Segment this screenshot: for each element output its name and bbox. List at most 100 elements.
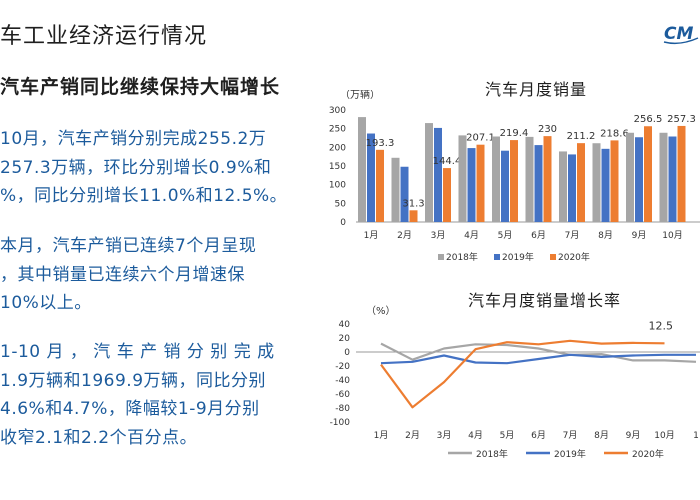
bar-2019年 (400, 166, 409, 222)
y-tick-label: 20 (339, 334, 351, 344)
bar-2018年 (626, 132, 634, 222)
bar-2019年 (635, 137, 643, 222)
legend-label: 2018年 (476, 448, 508, 460)
x-tick-label: 1月 (374, 430, 389, 441)
data-label: 12.5 (649, 319, 674, 332)
bar-2019年 (534, 145, 543, 222)
bar-2019年 (501, 150, 509, 222)
bar-chart-title: 汽车月度销量 (485, 80, 588, 99)
data-label: 256.5 (634, 114, 663, 125)
x-tick-label: 8月 (594, 430, 609, 441)
paragraph-line: 1-10 月 ， 汽 车 产 销 分 别 完 成 (0, 342, 275, 362)
y-tick-label: 0 (340, 218, 346, 228)
paragraph-streak: 本月，汽车产销已连续7个月呈现 ，其中销量已连续六个月增速保 10%以上。 (0, 232, 305, 318)
x-tick-label: 9月 (632, 230, 647, 241)
series-line-2020年 (380, 339, 665, 409)
legend-label: 2019年 (502, 251, 534, 263)
bar-2018年 (492, 136, 500, 222)
data-label: 257.3 (667, 114, 696, 125)
page-title: 车工业经济运行情况 (0, 24, 208, 49)
y-axis-unit-label: （%） (366, 305, 396, 317)
x-tick-label: 3月 (437, 430, 452, 441)
paragraph-line: 本月，汽车产销已连续7个月呈现 (0, 236, 257, 256)
x-tick-label: 2月 (405, 430, 420, 441)
y-tick-label: 150 (329, 162, 346, 172)
bar-2018年 (391, 157, 400, 222)
y-tick-label: -100 (330, 418, 351, 428)
x-tick-label: 8月 (598, 230, 613, 241)
bar-2018年 (458, 135, 467, 222)
legend-label: 2019年 (554, 448, 586, 460)
series-line-2018年 (380, 342, 697, 363)
y-tick-label: -40 (335, 376, 350, 386)
y-tick-label: 40 (339, 320, 351, 330)
bar-2020年 (610, 140, 619, 222)
paragraph-line: 10%以上。 (0, 293, 92, 313)
legend-label: 2020年 (632, 448, 664, 460)
paragraph-line: 1.9万辆和1969.9万辆，同比分别 (0, 370, 267, 391)
x-tick-label: 1 (693, 431, 699, 441)
x-tick-label: 6月 (531, 230, 546, 241)
y-tick-label: 50 (335, 199, 347, 209)
bar-2018年 (525, 136, 534, 222)
bar-2018年 (659, 132, 668, 222)
paragraph-line: %，同比分别增长11.0%和12.5%。 (0, 186, 288, 206)
x-tick-label: 10月 (662, 230, 682, 241)
bar-2018年 (592, 143, 601, 222)
legend-label: 2018年 (446, 251, 478, 263)
paragraph-line: 4.6%和4.7%，降幅较1-9月分别 (0, 399, 260, 419)
bar-2020年 (376, 149, 384, 222)
series-line-2019年 (380, 353, 696, 365)
x-tick-label: 6月 (531, 430, 546, 441)
bar-2018年 (358, 117, 366, 222)
bar-2018年 (425, 123, 433, 222)
x-tick-label: 3月 (431, 230, 446, 241)
y-tick-label: -80 (335, 404, 350, 414)
bar-2020年 (644, 126, 652, 222)
paragraph-line: 257.3万辆，环比分别增长0.9%和 (0, 157, 272, 178)
bar-2020年 (543, 136, 552, 222)
y-tick-label: 100 (329, 181, 346, 191)
x-tick-label: 10月 (654, 430, 674, 441)
y-tick-label: 200 (329, 143, 346, 153)
data-label: 211.2 (567, 131, 596, 142)
x-tick-label: 5月 (500, 430, 515, 441)
legend-swatch (438, 254, 444, 260)
paragraph-monthly: 10月，汽车产销分别完成255.2万 257.3万辆，环比分别增长0.9%和 %… (0, 125, 305, 211)
section-subtitle: 汽车产销同比继续保持大幅增长 (0, 76, 281, 98)
y-tick-label: 250 (329, 125, 346, 135)
y-axis-unit-label: （万辆） (340, 90, 380, 101)
x-tick-label: 2月 (397, 230, 412, 241)
data-label: 193.3 (366, 138, 395, 149)
bar-2018年 (559, 151, 567, 222)
data-label: 218.6 (600, 128, 629, 139)
paragraph-cumulative: 1-10 月 ， 汽 车 产 销 分 别 完 成 1.9万辆和1969.9万辆，… (0, 338, 305, 452)
x-tick-label: 4月 (464, 230, 479, 241)
bar-2019年 (601, 148, 610, 222)
bar-2020年 (577, 143, 585, 222)
bar-2020年 (510, 140, 518, 222)
bar-2020年 (476, 144, 485, 222)
x-tick-label: 5月 (498, 230, 513, 241)
x-tick-label: 1月 (364, 230, 379, 241)
bar-2019年 (367, 133, 375, 222)
y-tick-label: 300 (329, 106, 346, 116)
data-label: 219.4 (500, 128, 529, 139)
x-tick-label: 7月 (563, 430, 578, 441)
y-tick-label: -20 (335, 362, 350, 372)
legend-label: 2020年 (558, 251, 590, 263)
legend-swatch (550, 254, 556, 260)
monthly-sales-bar-chart: （万辆） 0 50 100 150 200 250 300 1月 193.3 2月 31.3 3月 144… (329, 90, 700, 263)
bar-2019年 (434, 127, 442, 222)
y-tick-label: -60 (335, 390, 350, 400)
paragraph-line: 10月，汽车产销分别完成255.2万 (0, 129, 267, 149)
legend-swatch (494, 254, 500, 260)
x-tick-label: 4月 (468, 430, 483, 441)
line-chart-title: 汽车月度销量增长率 (468, 291, 622, 310)
bar-2020年 (409, 210, 418, 222)
paragraph-line: 收窄2.1和2.2个百分点。 (0, 427, 198, 448)
logo-text: CM (664, 24, 693, 44)
data-label: 31.3 (402, 198, 424, 209)
x-tick-label: 7月 (565, 230, 580, 241)
paragraph-line: ，其中销量已连续六个月增速保 (0, 264, 245, 285)
